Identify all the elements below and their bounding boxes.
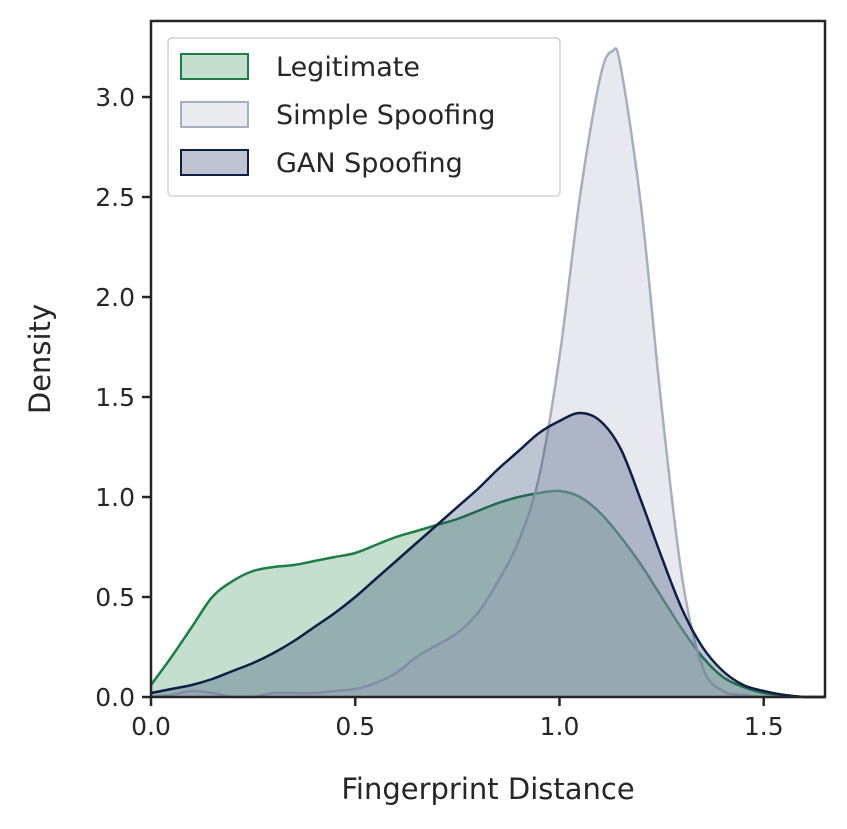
x-tick-label: 0.0: [131, 712, 171, 741]
y-tick-label: 2.0: [95, 283, 135, 312]
y-tick-label: 1.0: [95, 483, 135, 512]
series-simple-spoofing: [150, 47, 825, 699]
legend-item-legitimate: Legitimate: [180, 52, 420, 83]
legend-item-gan-spoofing: GAN Spoofing: [180, 148, 463, 179]
line-gan-spoofing: [150, 411, 825, 699]
y-tick-label: 2.5: [95, 183, 135, 212]
area-simple-spoofing: [151, 48, 825, 697]
x-axis: 0.0 0.5 1.0 1.5: [131, 697, 784, 741]
x-axis-title: Fingerprint Distance: [341, 772, 634, 806]
legend-box: [167, 37, 561, 197]
legend-item-simple-spoofing: Simple Spoofing: [180, 100, 495, 131]
legend-swatch-simple-spoofing: [180, 101, 249, 128]
legend-label-legitimate: Legitimate: [276, 52, 420, 83]
legend: Legitimate Simple Spoofing GAN Spoofing: [167, 37, 561, 197]
x-tick-label: 1.5: [744, 712, 784, 741]
x-tick-label: 1.0: [540, 712, 580, 741]
area-gan-spoofing: [151, 413, 825, 697]
y-axis-title: Density: [23, 304, 57, 414]
series-gan-spoofing: [150, 411, 825, 699]
line-simple-spoofing: [150, 47, 825, 699]
series-layer: [149, 47, 825, 699]
y-tick-label: 0.5: [95, 583, 135, 612]
x-tick-label: 0.5: [335, 712, 375, 741]
legend-label-simple-spoofing: Simple Spoofing: [276, 100, 495, 131]
area-legitimate: [151, 490, 825, 697]
line-legitimate: [149, 489, 825, 699]
legend-swatch-gan-spoofing: [180, 149, 249, 176]
plot-frame: [149, 19, 827, 699]
y-axis: 0.0 0.5 1.0 1.5 2.0 2.5 3.0: [95, 83, 151, 712]
y-tick-label: 1.5: [95, 383, 135, 412]
y-tick-label: 3.0: [95, 83, 135, 112]
series-legitimate: [149, 489, 825, 699]
y-tick-label: 0.0: [95, 683, 135, 712]
legend-swatch-legitimate: [180, 53, 249, 80]
legend-label-gan-spoofing: GAN Spoofing: [276, 148, 463, 179]
